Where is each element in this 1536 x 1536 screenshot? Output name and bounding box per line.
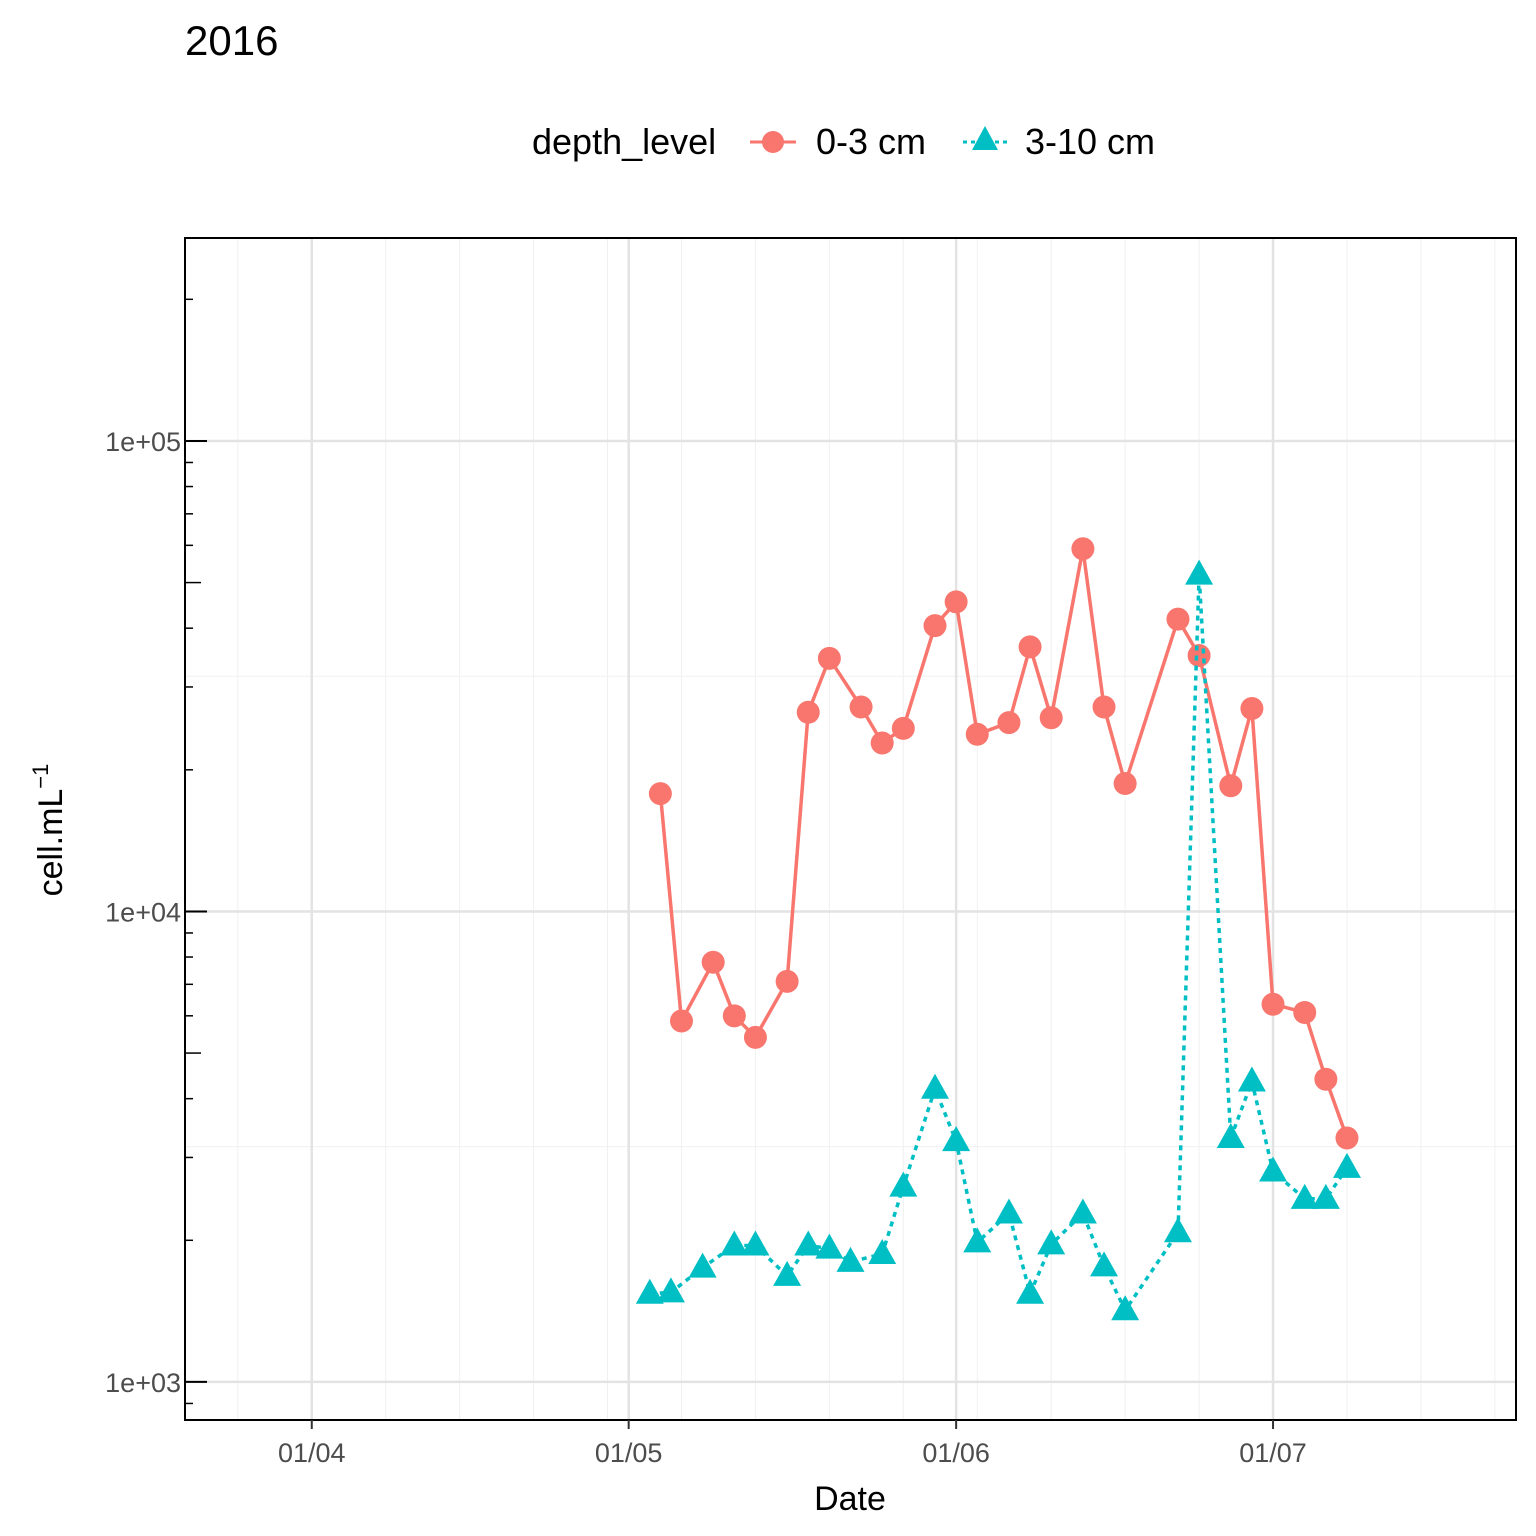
y-axis-title-superscript: −1 — [28, 764, 53, 789]
point-3-10-cm — [794, 1230, 823, 1256]
point-3-10-cm — [1311, 1183, 1340, 1209]
point-0-3-cm — [923, 614, 947, 638]
point-0-3-cm — [965, 722, 989, 746]
point-3-10-cm — [815, 1233, 844, 1259]
point-0-3-cm — [743, 1025, 767, 1049]
point-3-10-cm — [1016, 1278, 1045, 1304]
point-3-10-cm — [656, 1277, 685, 1303]
point-0-3-cm — [775, 969, 799, 993]
point-0-3-cm — [1240, 696, 1264, 720]
grid-major — [185, 238, 1516, 1420]
point-3-10-cm — [1237, 1066, 1266, 1092]
point-3-10-cm — [1163, 1217, 1192, 1243]
y-axis-title: cell.mL−1 — [28, 764, 70, 897]
point-3-10-cm — [635, 1278, 664, 1304]
point-3-10-cm — [963, 1227, 992, 1253]
point-0-3-cm — [1071, 537, 1095, 561]
point-3-10-cm — [1037, 1229, 1066, 1255]
y-axis: 1e+03 1e+04 1e+05 — [105, 298, 207, 1405]
point-0-3-cm — [997, 711, 1021, 735]
point-0-3-cm — [1219, 774, 1243, 798]
point-0-3-cm — [1293, 1000, 1317, 1024]
chart-title: 2016 — [185, 17, 278, 64]
point-3-10-cm — [1290, 1183, 1319, 1209]
legend-key-0-3-cm — [750, 131, 796, 153]
point-0-3-cm — [669, 1009, 693, 1033]
legend-label-0-3-cm: 0-3 cm — [816, 121, 926, 162]
plot-border — [184, 237, 1517, 1421]
point-0-3-cm — [1113, 772, 1137, 796]
y-tick-label: 1e+03 — [105, 1368, 181, 1398]
point-0-3-cm — [796, 700, 820, 724]
point-3-10-cm — [688, 1252, 717, 1278]
point-3-10-cm — [773, 1260, 802, 1286]
point-0-3-cm — [1187, 643, 1211, 667]
point-3-10-cm — [1259, 1156, 1288, 1182]
point-0-3-cm — [849, 695, 873, 719]
point-3-10-cm — [994, 1198, 1023, 1224]
point-0-3-cm — [870, 731, 894, 755]
y-axis-title-text: cell.mL — [32, 789, 70, 897]
point-3-10-cm — [921, 1073, 950, 1099]
point-3-10-cm — [1090, 1251, 1119, 1277]
point-3-10-cm — [836, 1246, 865, 1272]
y-tick-label: 1e+04 — [105, 897, 181, 927]
legend-triangle-marker — [972, 126, 998, 150]
point-0-3-cm — [1039, 706, 1063, 730]
point-0-3-cm — [648, 782, 672, 806]
point-0-3-cm — [1018, 635, 1042, 659]
legend-circle-marker — [762, 131, 784, 153]
point-3-10-cm — [889, 1171, 918, 1197]
point-3-10-cm — [1332, 1152, 1361, 1178]
series-layer — [635, 537, 1361, 1321]
x-tick-label: 01/05 — [595, 1438, 663, 1468]
grid-minor — [185, 238, 1516, 1420]
point-3-10-cm — [720, 1230, 749, 1256]
point-0-3-cm — [1092, 695, 1116, 719]
y-tick-label: 1e+05 — [105, 427, 181, 457]
legend: depth_level 0-3 cm 3-10 cm — [532, 121, 1155, 162]
point-0-3-cm — [891, 716, 915, 740]
point-0-3-cm — [1261, 992, 1285, 1016]
series-line-0-3-cm — [658, 547, 1349, 1139]
point-0-3-cm — [817, 646, 841, 670]
point-0-3-cm — [722, 1004, 746, 1028]
point-3-10-cm — [942, 1126, 971, 1152]
point-3-10-cm — [1111, 1295, 1140, 1321]
point-0-3-cm — [1335, 1126, 1359, 1150]
x-tick-label: 01/07 — [1239, 1438, 1307, 1468]
legend-title: depth_level — [532, 121, 716, 162]
point-3-10-cm — [741, 1230, 770, 1256]
point-3-10-cm — [1068, 1198, 1097, 1224]
point-0-3-cm — [1314, 1067, 1338, 1091]
point-0-3-cm — [701, 950, 725, 974]
point-0-3-cm — [1166, 607, 1190, 631]
legend-key-3-10-cm — [963, 126, 1007, 150]
point-3-10-cm — [1185, 559, 1214, 585]
x-tick-label: 01/06 — [922, 1438, 990, 1468]
series-line-3-10-cm — [649, 572, 1349, 1313]
point-0-3-cm — [944, 590, 968, 614]
legend-label-3-10-cm: 3-10 cm — [1025, 121, 1155, 162]
point-3-10-cm — [1216, 1122, 1245, 1148]
x-tick-label: 01/04 — [278, 1438, 346, 1468]
x-axis: 01/04 01/05 01/06 01/07 — [278, 1420, 1307, 1468]
x-axis-title: Date — [814, 1480, 886, 1518]
point-3-10-cm — [868, 1239, 897, 1265]
